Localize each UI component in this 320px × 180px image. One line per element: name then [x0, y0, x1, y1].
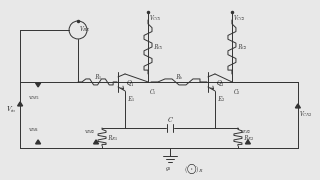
- Text: $V_{BR2}$: $V_{BR2}$: [84, 128, 96, 136]
- Text: $V_{CC2}$: $V_{CC2}$: [233, 13, 245, 23]
- Text: $R_b$: $R_b$: [175, 72, 183, 82]
- Text: $V_{BE}$: $V_{BE}$: [79, 24, 90, 34]
- Text: $V_{ER2}$: $V_{ER2}$: [240, 128, 252, 136]
- Text: $R_{C2}$: $R_{C2}$: [237, 42, 248, 52]
- Text: $E_1$: $E_1$: [127, 94, 135, 104]
- Polygon shape: [36, 140, 41, 144]
- Polygon shape: [295, 104, 300, 108]
- Polygon shape: [93, 140, 99, 144]
- Text: $Q_2$: $Q_2$: [216, 79, 225, 89]
- Text: $E_2$: $E_2$: [217, 94, 225, 104]
- Text: $V_{CN2}$: $V_{CN2}$: [299, 109, 312, 119]
- Text: $R_1$: $R_1$: [93, 72, 101, 82]
- Text: $(\bigodot)_R$: $(\bigodot)_R$: [184, 162, 204, 176]
- Text: $V_{CC1}$: $V_{CC1}$: [149, 13, 162, 23]
- Text: $C_1$: $C_1$: [149, 87, 157, 97]
- Text: $C_2$: $C_2$: [233, 87, 241, 97]
- Text: $R_{E1}$: $R_{E1}$: [107, 133, 118, 143]
- Text: $C$: $C$: [167, 115, 173, 124]
- Text: $V_{in}$: $V_{in}$: [6, 105, 17, 115]
- Text: $R_{C1}$: $R_{C1}$: [153, 42, 164, 52]
- Polygon shape: [18, 102, 23, 106]
- Polygon shape: [245, 140, 251, 144]
- Text: $Q_1$: $Q_1$: [126, 79, 135, 89]
- Text: $V_{DR1}$: $V_{DR1}$: [28, 94, 40, 102]
- Text: $R_{E2}$: $R_{E2}$: [243, 133, 254, 143]
- Text: $V_{BR1}$: $V_{BR1}$: [28, 126, 40, 134]
- Polygon shape: [36, 83, 41, 87]
- Text: $g_d$: $g_d$: [165, 165, 172, 173]
